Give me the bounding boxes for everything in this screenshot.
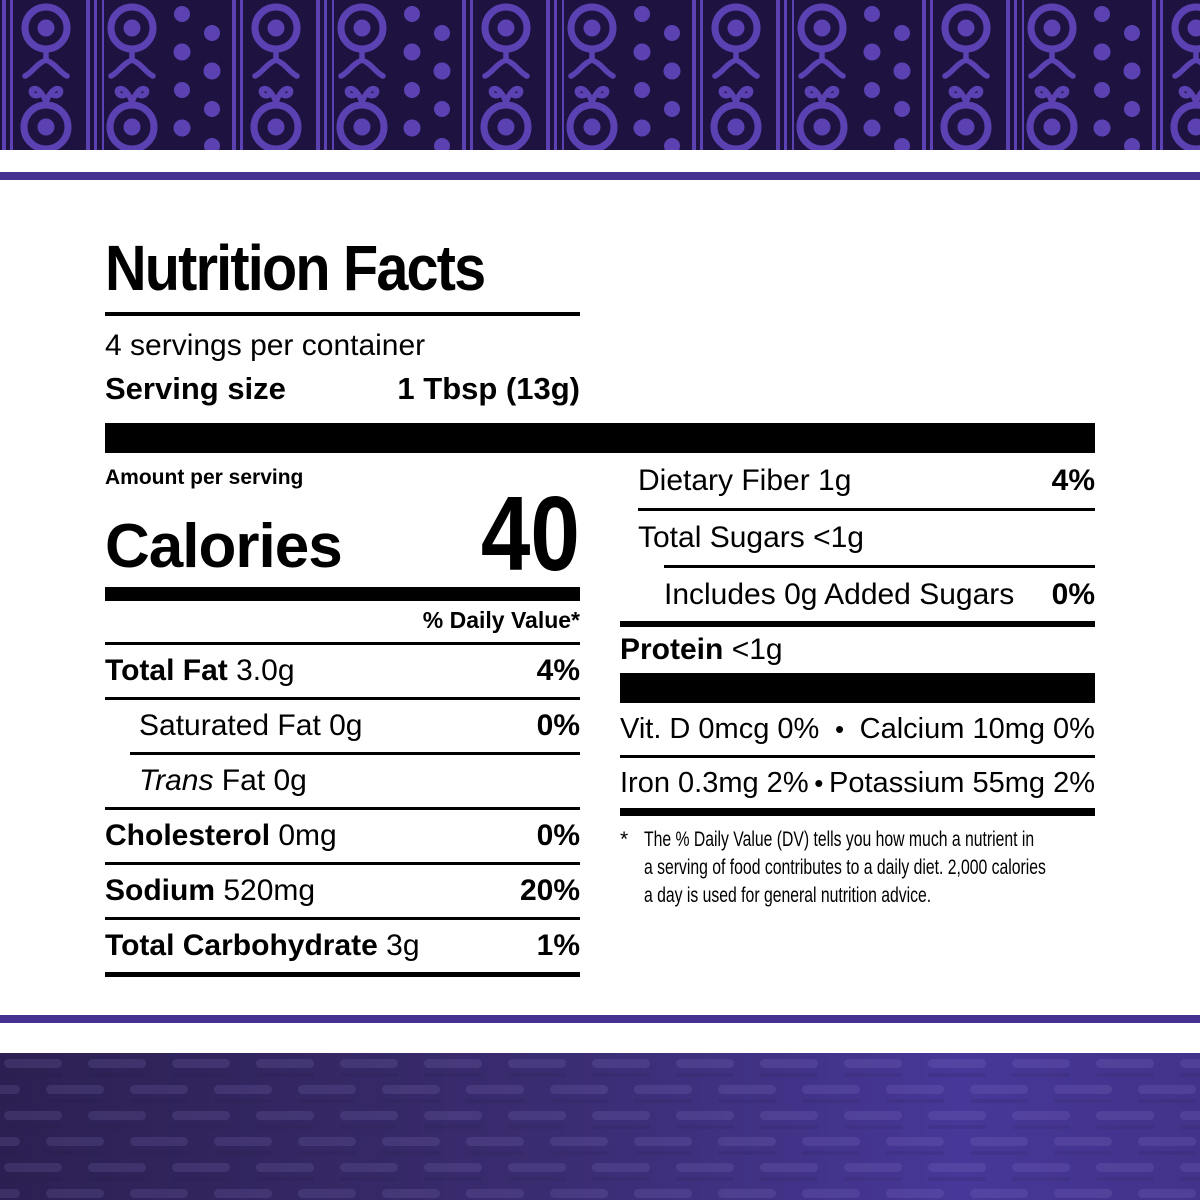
label-columns: Amount per serving Calories 40 % Daily V… bbox=[105, 453, 1095, 977]
calories-bar bbox=[105, 586, 580, 601]
woven-texture-band bbox=[0, 1053, 1200, 1200]
left-column: Amount per serving Calories 40 % Daily V… bbox=[105, 453, 580, 977]
right-column: Dietary Fiber 1g 4% Total Sugars <1g Inc… bbox=[620, 453, 1095, 910]
dv-cholesterol: 0% bbox=[536, 818, 580, 852]
row-total-fat: Total Fat 3.0g 4% bbox=[105, 653, 580, 687]
footnote-line: a day is used for general nutrition advi… bbox=[644, 883, 932, 907]
title-rule bbox=[105, 312, 580, 316]
nutrition-facts-label: Nutrition Facts 4 servings per container… bbox=[105, 236, 1095, 977]
dv-saturated-fat: 0% bbox=[536, 708, 580, 742]
calories-row: Calories 40 bbox=[105, 475, 580, 593]
bullet-separator: • bbox=[814, 767, 824, 798]
rule bbox=[130, 751, 580, 755]
dv-total-carbohydrate: 1% bbox=[536, 928, 580, 962]
dv-dietary-fiber: 4% bbox=[1051, 463, 1095, 497]
footnote-asterisk: * bbox=[620, 828, 629, 851]
left-column-bottom-rule bbox=[105, 971, 580, 977]
row-sodium: Sodium 520mg 20% bbox=[105, 873, 580, 907]
micronutrient-row-2: Iron 0.3mg 2% • Potassium 55mg 2% bbox=[620, 758, 1095, 808]
calcium-value: Calcium 10mg 0% bbox=[859, 712, 1095, 745]
row-saturated-fat: Saturated Fat 0g 0% bbox=[139, 708, 580, 742]
dv-total-fat: 4% bbox=[536, 653, 580, 687]
top-accent-rule bbox=[0, 172, 1200, 180]
row-total-carbohydrate: Total Carbohydrate 3g 1% bbox=[105, 928, 580, 962]
serving-size-value: 1 Tbsp (13g) bbox=[397, 371, 580, 406]
amount-per-serving: Amount per serving bbox=[105, 466, 304, 489]
section-bar-top bbox=[105, 423, 1095, 453]
row-dietary-fiber: Dietary Fiber 1g 4% bbox=[638, 463, 1095, 497]
dv-sodium: 20% bbox=[519, 873, 580, 907]
calories-label: Calories bbox=[105, 511, 343, 581]
vitamin-d-value: Vit. D 0mcg 0% bbox=[620, 712, 820, 745]
footnote-bar bbox=[620, 808, 1095, 816]
rule bbox=[105, 916, 580, 920]
row-total-sugars: Total Sugars <1g bbox=[638, 521, 864, 554]
serving-size-row: Serving size 1 Tbsp (13g) bbox=[105, 371, 580, 407]
calories-value: 40 bbox=[480, 475, 580, 593]
row-protein: Protein <1g bbox=[620, 633, 783, 666]
servings-per-container: 4 servings per container bbox=[105, 329, 426, 362]
section-bar-micronutrients bbox=[620, 673, 1095, 703]
potassium-value: Potassium 55mg 2% bbox=[829, 766, 1095, 799]
daily-value-header: % Daily Value* bbox=[422, 606, 580, 633]
rule bbox=[105, 641, 580, 645]
row-cholesterol: Cholesterol 0mg 0% bbox=[105, 818, 580, 852]
rule bbox=[105, 806, 580, 810]
rule bbox=[105, 861, 580, 865]
micronutrient-row-1: Vit. D 0mcg 0% • Calcium 10mg 0% bbox=[620, 703, 1095, 755]
rule bbox=[105, 696, 580, 700]
footnote-line: The % Daily Value (DV) tells you how muc… bbox=[644, 828, 1035, 851]
bottom-accent-rule bbox=[0, 1015, 1200, 1023]
rule bbox=[664, 565, 1095, 568]
iron-value: Iron 0.3mg 2% bbox=[620, 766, 809, 799]
footnote-line: a serving of food contributes to a daily… bbox=[644, 855, 1046, 879]
rule bbox=[620, 755, 1095, 758]
dv-added-sugars: 0% bbox=[1051, 577, 1095, 611]
label-title: Nutrition Facts bbox=[105, 232, 486, 304]
rule bbox=[638, 508, 1095, 511]
rule bbox=[620, 621, 1095, 627]
row-added-sugars: Includes 0g Added Sugars 0% bbox=[664, 577, 1095, 611]
row-trans-fat: Trans Fat 0g bbox=[139, 763, 307, 797]
serving-size-label: Serving size bbox=[105, 371, 286, 406]
daily-value-footnote: * The % Daily Value (DV) tells you how m… bbox=[620, 826, 1095, 910]
ikat-pattern-band bbox=[0, 0, 1200, 150]
bullet-separator: • bbox=[834, 713, 845, 744]
